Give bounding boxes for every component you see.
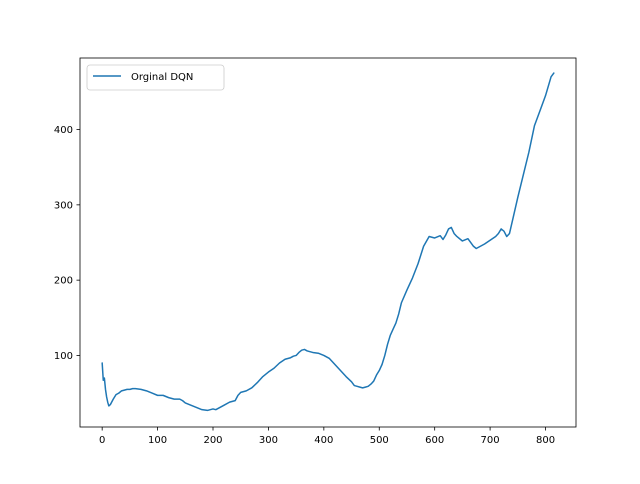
x-tick-label: 700	[481, 435, 500, 446]
y-axis-ticks: 100 200 300 400	[54, 125, 80, 362]
y-tick-label: 100	[54, 351, 73, 362]
x-tick-label: 200	[203, 435, 222, 446]
legend-box	[86, 64, 225, 91]
x-tick-label: 600	[425, 435, 444, 446]
axes-frame	[79, 57, 577, 428]
x-tick-label: 500	[370, 435, 389, 446]
x-tick-label: 0	[99, 435, 105, 446]
series-layer	[101, 72, 555, 412]
x-axis-ticks: 0 100 200 300 400 500 600 700 800	[99, 427, 555, 446]
legend-label: Orginal DQN	[131, 72, 193, 83]
y-tick-label: 200	[54, 276, 73, 287]
x-tick-label: 300	[259, 435, 278, 446]
legend: Orginal DQN	[86, 64, 225, 91]
x-tick-label: 400	[314, 435, 333, 446]
y-tick-label: 400	[54, 125, 73, 136]
x-tick-label: 100	[148, 435, 167, 446]
x-tick-label: 800	[536, 435, 555, 446]
series-line	[101, 72, 555, 412]
y-tick-label: 300	[54, 200, 73, 211]
